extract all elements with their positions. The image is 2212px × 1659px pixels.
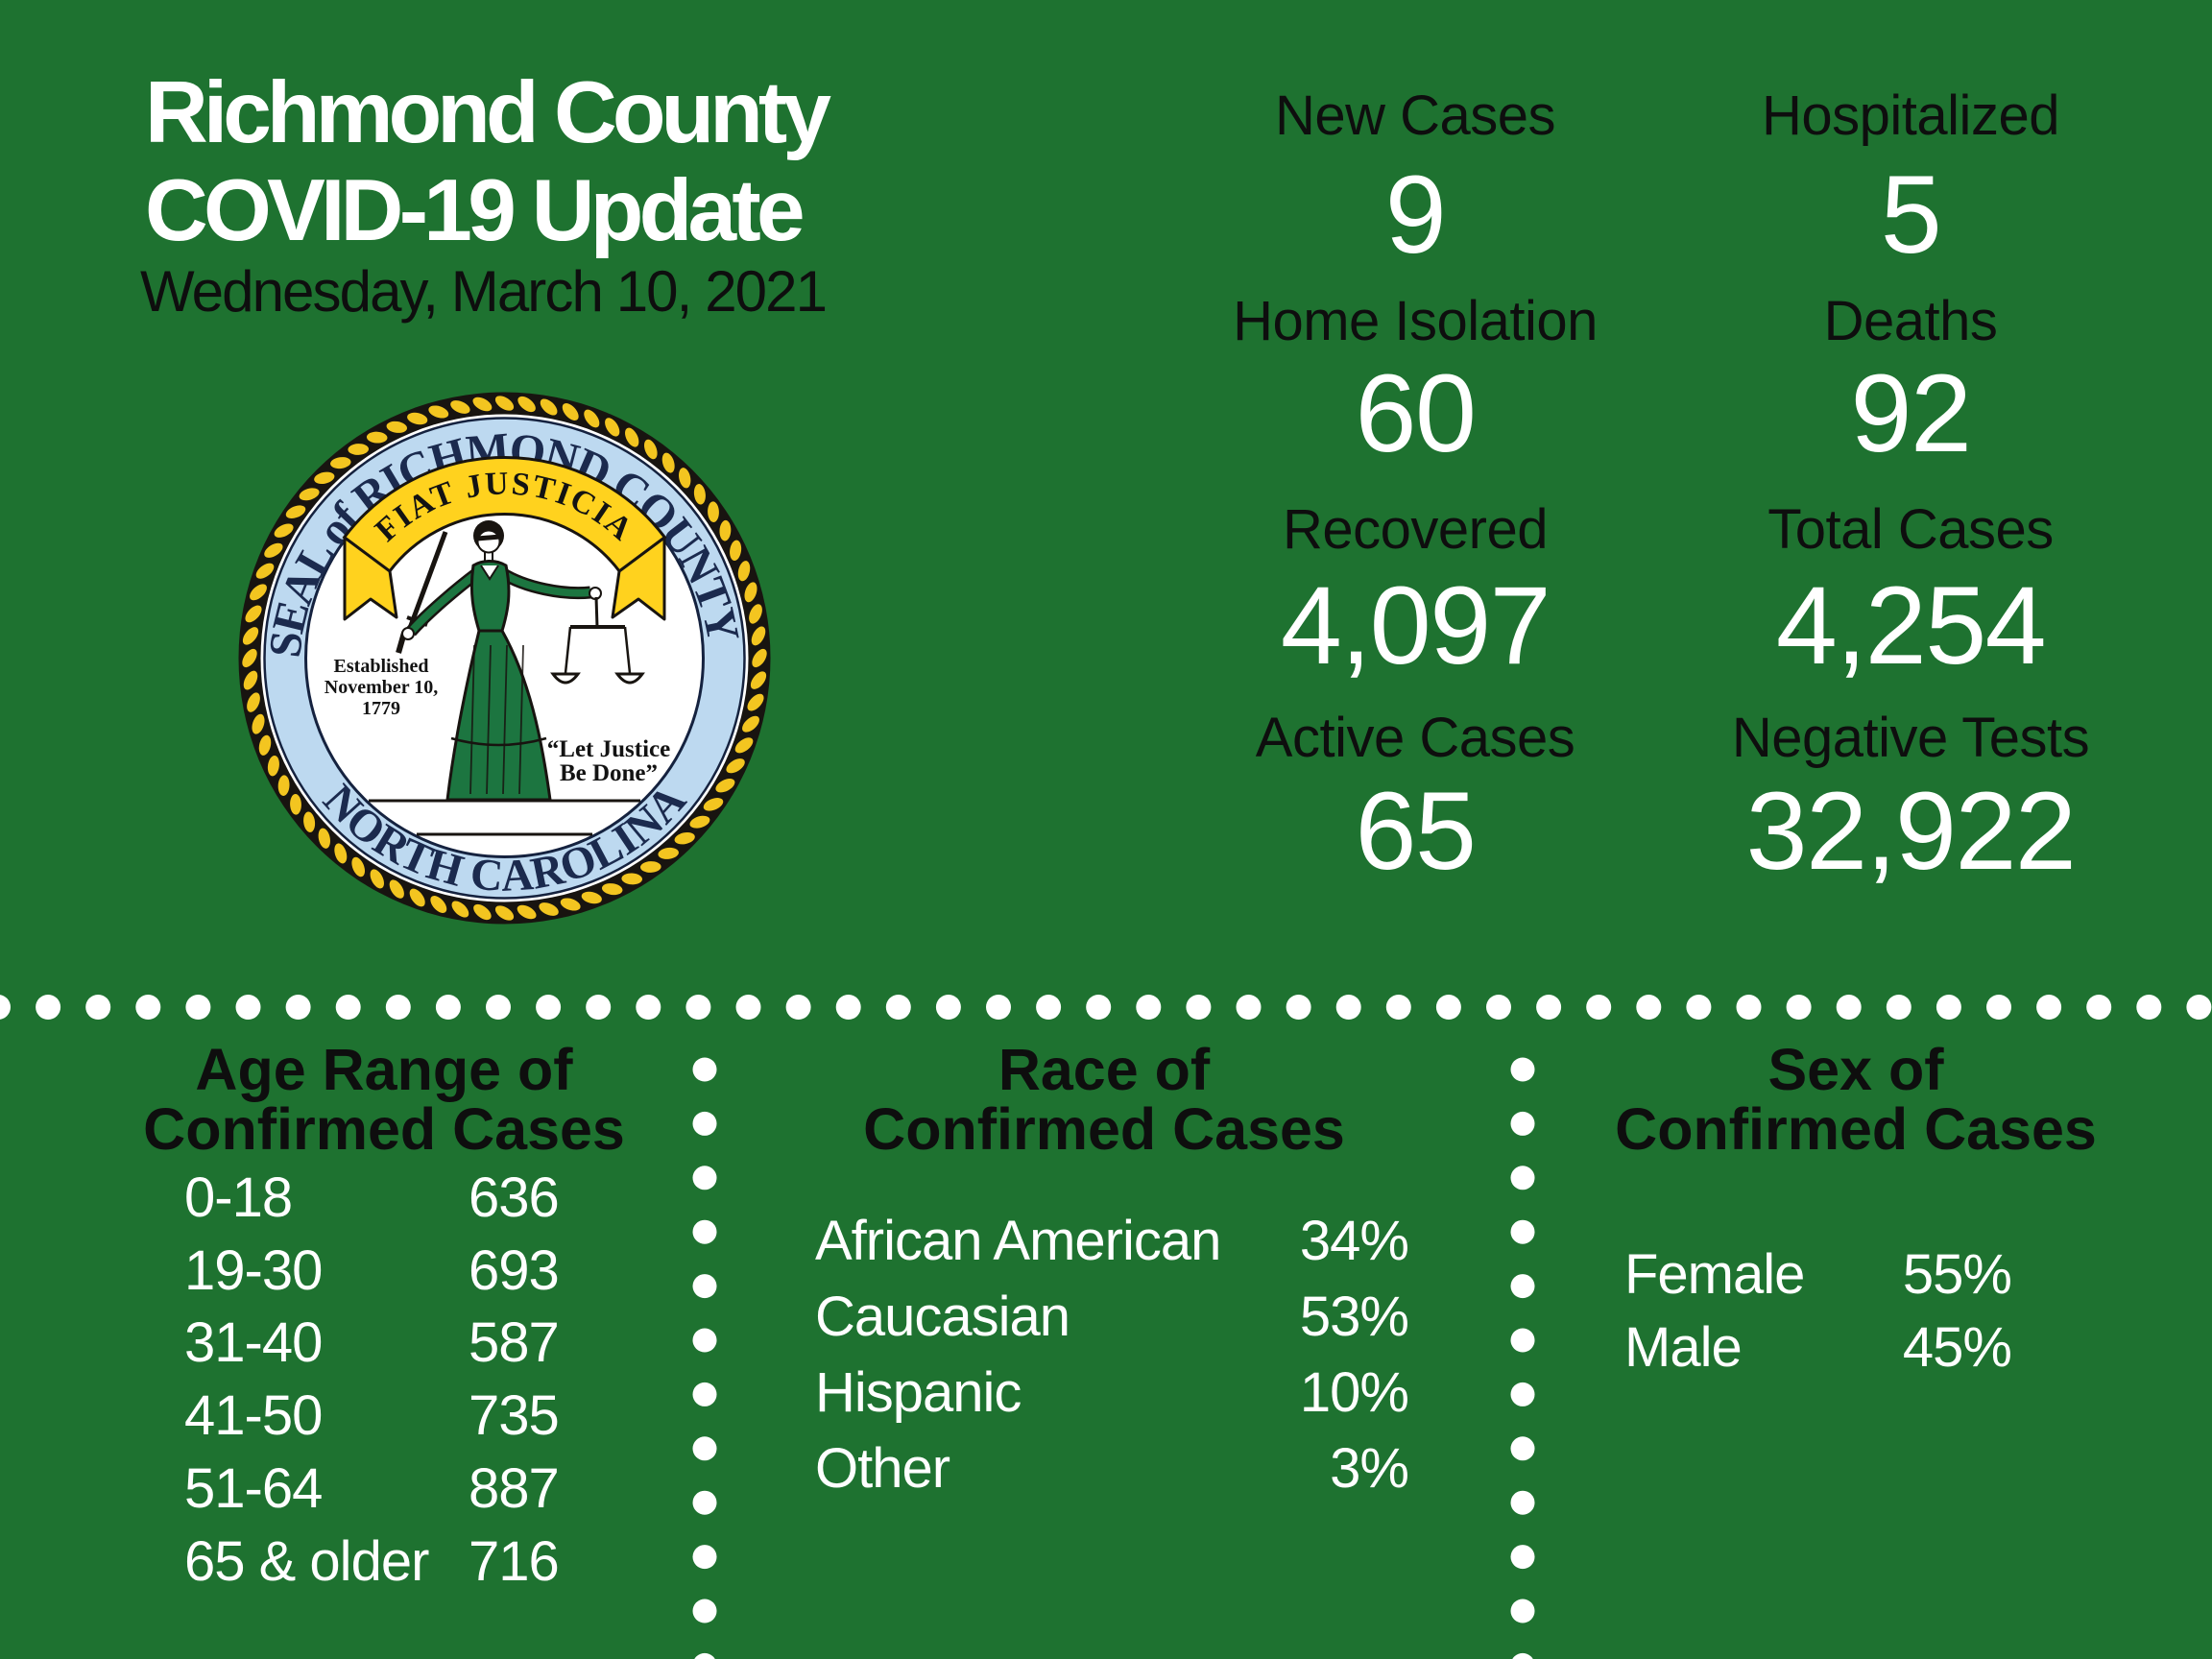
svg-text:November 10,: November 10, bbox=[325, 677, 439, 698]
svg-text:Established: Established bbox=[334, 656, 429, 677]
svg-text:1779: 1779 bbox=[362, 698, 400, 719]
svg-text:Be Done”: Be Done” bbox=[560, 760, 658, 786]
svg-text:“Let Justice: “Let Justice bbox=[547, 736, 670, 762]
